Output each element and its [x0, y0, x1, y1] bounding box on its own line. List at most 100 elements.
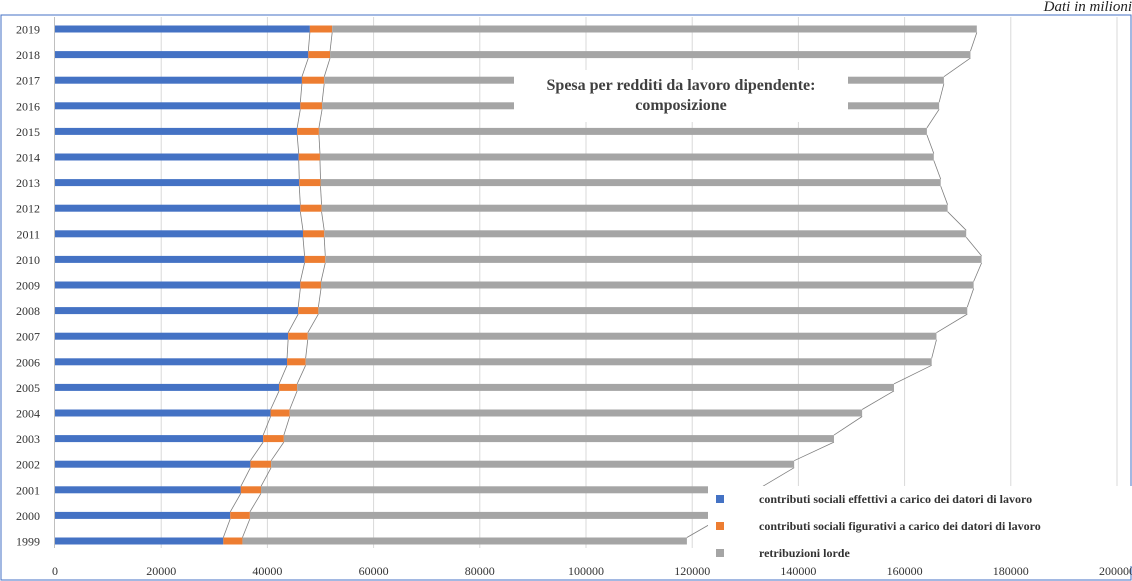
bar-segment	[308, 51, 331, 59]
bar-segment	[55, 179, 300, 187]
y-tick-label: 2005	[16, 381, 40, 395]
bar-segment	[271, 460, 795, 468]
x-tick-label: 120000	[674, 564, 710, 578]
series-line	[278, 365, 288, 385]
series-line	[943, 57, 971, 78]
series-line	[298, 160, 300, 180]
series-line	[229, 493, 242, 513]
bar-segment	[318, 307, 968, 315]
bar-segment	[332, 25, 977, 33]
series-line	[305, 339, 309, 359]
bar-segment	[55, 230, 303, 238]
series-line	[318, 109, 323, 128]
y-tick-label: 2004	[16, 407, 40, 421]
y-tick-label: 2003	[16, 432, 40, 446]
x-tick-label: 60000	[359, 564, 389, 578]
bar-segment	[297, 383, 894, 391]
series-line	[307, 313, 319, 333]
legend-label: contributi sociali figurativi a carico d…	[759, 519, 1041, 533]
series-line	[299, 262, 305, 282]
bar-segment	[230, 511, 250, 519]
chart-title-line-2: composizione	[635, 97, 727, 114]
chart-frame	[0, 14, 1132, 581]
series-line	[323, 57, 331, 77]
y-tick-label: 2007	[16, 330, 40, 344]
series-line	[301, 57, 309, 77]
bar-segment	[55, 255, 305, 263]
series-line	[762, 467, 795, 487]
series-line	[936, 313, 968, 334]
bar-segment	[304, 255, 326, 263]
series-line	[926, 109, 940, 129]
bar-segment	[55, 511, 231, 519]
y-tick-label: 2014	[16, 151, 40, 165]
series-line	[296, 134, 300, 154]
y-tick-label: 2002	[16, 458, 40, 472]
bar-segment	[324, 230, 967, 238]
bar-segment	[300, 281, 322, 289]
bar-segment	[283, 435, 834, 443]
x-tick-label: 0	[52, 564, 58, 578]
series-line	[270, 390, 280, 410]
series-line	[973, 262, 982, 282]
bar-segment	[55, 358, 288, 366]
legend-swatch	[716, 549, 724, 557]
series-line	[260, 467, 272, 487]
bar-segment	[270, 409, 290, 417]
bar-segment	[321, 281, 974, 289]
bar-segment	[55, 204, 301, 212]
series-line	[321, 211, 325, 231]
legend-label: retribuzioni lorde	[759, 546, 850, 560]
bar-segment	[55, 153, 299, 161]
bar-segment	[223, 537, 243, 545]
bar-segment	[279, 383, 298, 391]
bar-segment	[55, 25, 310, 33]
bar-segment	[249, 511, 720, 519]
bar-segment	[287, 358, 306, 366]
series-line	[329, 32, 333, 52]
series-line	[240, 467, 251, 487]
bar-segment	[55, 537, 224, 545]
series-line	[926, 134, 935, 154]
x-tick-label: 20000	[146, 564, 176, 578]
bar-segment	[300, 204, 322, 212]
legend-label: contributi sociali effettivi a carico de…	[759, 492, 1032, 506]
legend: contributi sociali effettivi a carico de…	[716, 492, 1041, 560]
x-tick-label: 180000	[993, 564, 1029, 578]
series-line	[966, 288, 975, 308]
y-tick-label: 2013	[16, 176, 40, 190]
bar-segment	[288, 332, 308, 340]
bar-segment	[320, 179, 941, 187]
bar-segment	[325, 255, 982, 263]
series-line	[250, 441, 264, 461]
data-unit-note: Dati in milioni	[1043, 0, 1132, 15]
series-line	[286, 339, 289, 359]
series-line	[317, 288, 322, 308]
series-line	[319, 160, 321, 180]
bar-segment	[55, 409, 271, 417]
bar-segment	[307, 332, 937, 340]
bar-segment	[319, 153, 934, 161]
x-tick-label: 200000	[1099, 564, 1132, 578]
series-line	[302, 237, 305, 256]
series-line	[318, 134, 321, 154]
x-axis-labels: 0 20000 40000 60000 80000 100000 120000 140000 1…	[52, 564, 1132, 578]
y-tick-label: 2018	[16, 48, 40, 62]
series-line	[222, 518, 231, 538]
series-line	[793, 441, 835, 462]
series-line	[299, 211, 304, 231]
series-line	[320, 262, 326, 282]
bar-segment	[55, 307, 299, 315]
bar-segment	[261, 486, 763, 494]
title-background	[514, 70, 848, 122]
bar-segment	[55, 281, 301, 289]
series-line	[323, 237, 326, 256]
bar-segment	[55, 332, 289, 340]
series-line	[320, 186, 322, 205]
bar-segment	[55, 435, 264, 443]
series-line	[940, 185, 948, 205]
series-connector-lines	[222, 32, 982, 538]
bar-segment	[242, 537, 687, 545]
y-tick-label: 2017	[16, 74, 40, 88]
